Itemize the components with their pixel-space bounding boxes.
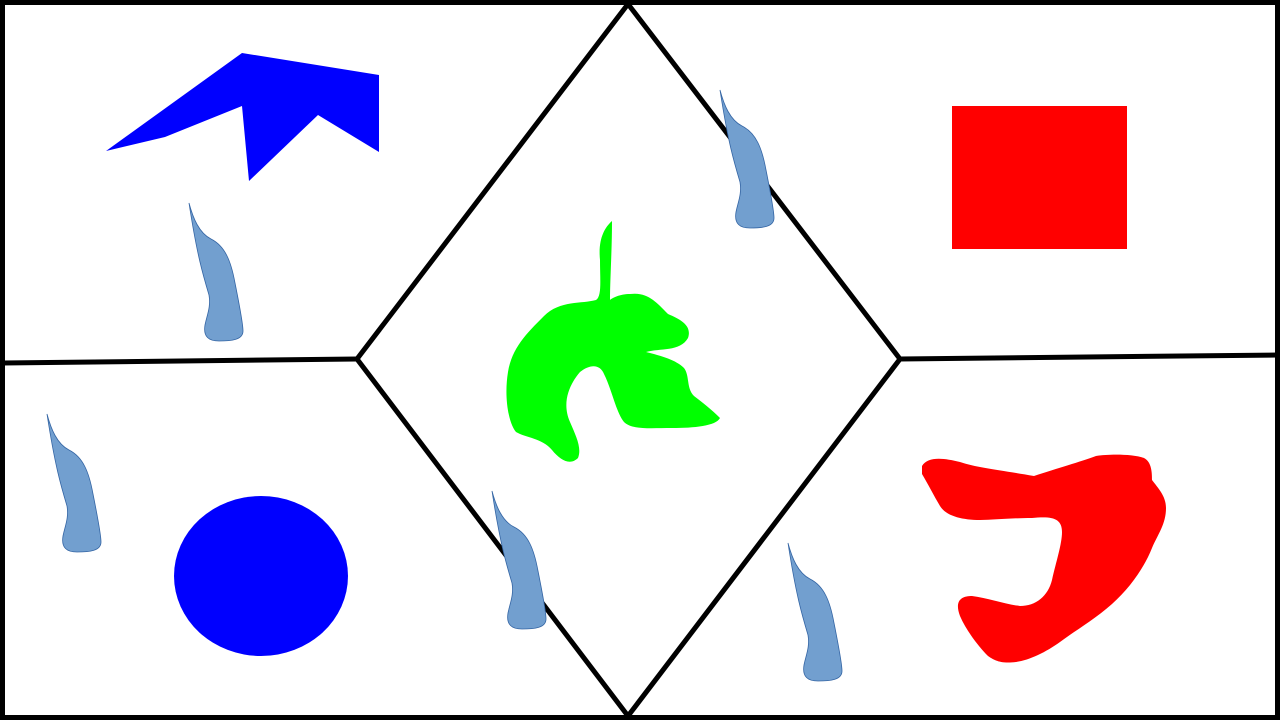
red-hook-shape xyxy=(922,454,1166,663)
divider-right xyxy=(899,352,1279,362)
droplet-shape-4 xyxy=(491,490,547,630)
droplet-shape-1 xyxy=(188,202,244,342)
green-blob-shape xyxy=(506,221,720,462)
blue-chevron-shape xyxy=(106,53,379,181)
divider-left xyxy=(2,356,358,366)
droplet-shape-2 xyxy=(719,89,775,229)
blue-circle-shape xyxy=(174,496,348,656)
droplet-shape-3 xyxy=(46,413,102,553)
center-diamond xyxy=(353,0,904,720)
droplet-shape-5 xyxy=(787,542,843,682)
red-square-shape xyxy=(952,106,1127,249)
